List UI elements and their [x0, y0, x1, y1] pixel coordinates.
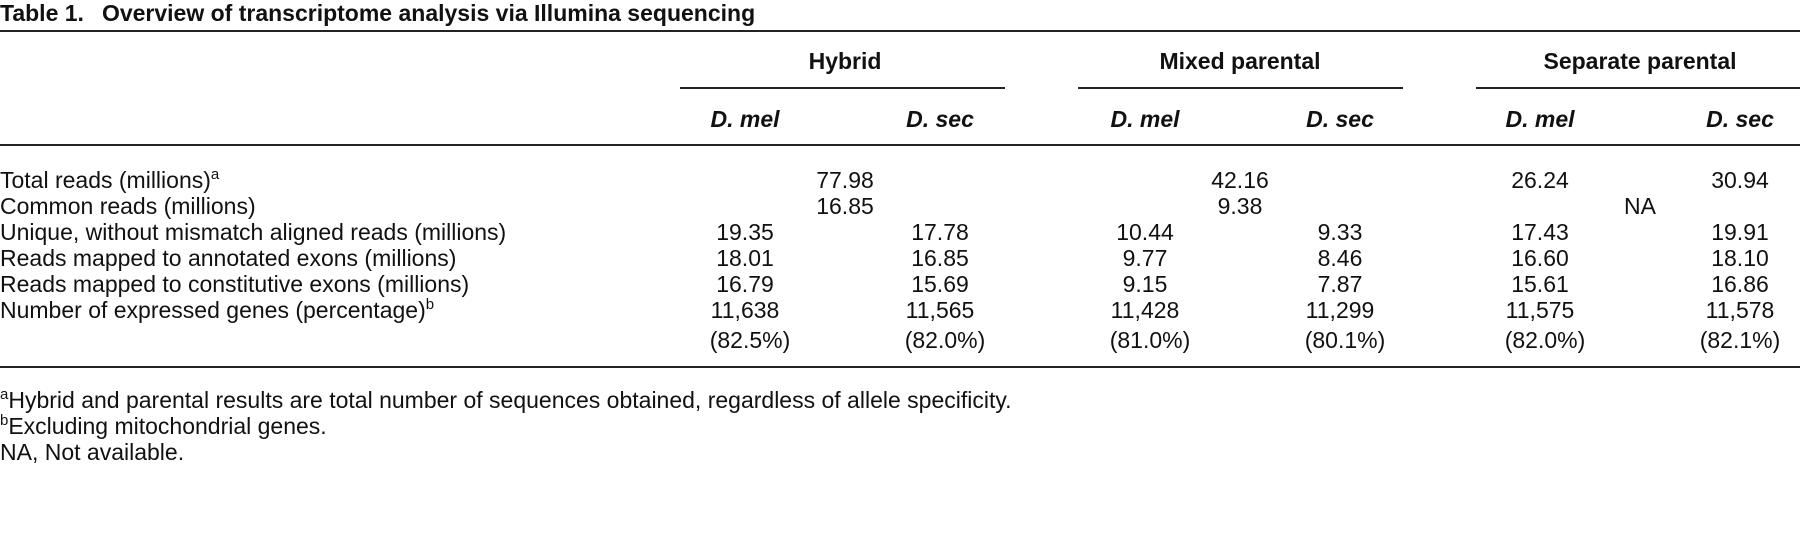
group-header-separate-parental: Separate parental	[1543, 48, 1737, 74]
table-cell: 10.44	[1116, 219, 1174, 245]
table-cell: (82.0%)	[1504, 327, 1586, 353]
row-label-constitutive-exons: Reads mapped to constitutive exons (mill…	[0, 271, 470, 297]
table-caption: Overview of transcriptome analysis via I…	[101, 0, 756, 26]
footnote-a: aHybrid and parental results are total n…	[0, 386, 1012, 413]
table-cell: 7.87	[1317, 271, 1363, 297]
bottom-rule	[0, 366, 1800, 368]
group-header-mixed-parental: Mixed parental	[1159, 48, 1321, 74]
table-cell: (80.1%)	[1304, 327, 1386, 353]
table-cell: 19.35	[716, 219, 774, 245]
table-cell: 9.15	[1122, 271, 1168, 297]
table-cell: 11,638	[710, 297, 780, 323]
table-cell: (82.1%)	[1699, 327, 1781, 353]
top-rule	[0, 30, 1800, 32]
table-cell: 77.98	[816, 167, 874, 193]
table-cell: 42.16	[1211, 167, 1269, 193]
row-label-common-reads: Common reads (millions)	[0, 193, 256, 219]
table-cell: 16.86	[1711, 271, 1769, 297]
row-label-total-reads: Total reads (millions)a	[0, 166, 220, 193]
table-cell: 19.91	[1711, 219, 1769, 245]
table-title: Table 1. Overview of transcriptome analys…	[0, 0, 755, 30]
table-cell: 16.60	[1511, 245, 1569, 271]
group-header-hybrid: Hybrid	[808, 48, 882, 74]
row-label-annotated-exons: Reads mapped to annotated exons (million…	[0, 245, 457, 271]
table-cell: 17.78	[911, 219, 969, 245]
species-header: D. sec	[906, 106, 974, 132]
group-underline-separate-parental	[1476, 87, 1800, 89]
table-cell: 16.79	[716, 271, 774, 297]
group-underline-hybrid	[680, 87, 1005, 89]
species-header: D. sec	[1706, 106, 1774, 132]
header-rule	[0, 144, 1800, 146]
table-cell: 26.24	[1511, 167, 1569, 193]
table-cell: 11,565	[905, 297, 975, 323]
footnote-na: NA, Not available.	[0, 439, 185, 465]
table-cell: 9.77	[1122, 245, 1168, 271]
species-header: D. sec	[1306, 106, 1374, 132]
table-label: Table 1.	[0, 0, 84, 26]
table-cell: 11,575	[1505, 297, 1575, 323]
table-cell: 16.85	[911, 245, 969, 271]
row-label-expressed-genes: Number of expressed genes (percentage)b	[0, 296, 435, 323]
table-cell: NA	[1624, 193, 1656, 219]
table-cell: (82.0%)	[904, 327, 986, 353]
table-cell: 11,299	[1305, 297, 1375, 323]
table-cell: 15.69	[911, 271, 969, 297]
footnote-b: bExcluding mitochondrial genes.	[0, 412, 327, 439]
row-label-unique-reads: Unique, without mismatch aligned reads (…	[0, 219, 507, 245]
species-header: D. mel	[1505, 106, 1575, 132]
table-cell: (81.0%)	[1109, 327, 1191, 353]
table-cell: 9.33	[1317, 219, 1363, 245]
species-header: D. mel	[1110, 106, 1180, 132]
table-cell: 9.38	[1217, 193, 1263, 219]
group-underline-mixed-parental	[1078, 87, 1403, 89]
table-cell: 11,578	[1705, 297, 1775, 323]
table-cell: 15.61	[1511, 271, 1569, 297]
table-cell: 18.01	[716, 245, 774, 271]
table-cell: (82.5%)	[709, 327, 791, 353]
table-cell: 30.94	[1711, 167, 1769, 193]
table-cell: 18.10	[1711, 245, 1769, 271]
table-cell: 17.43	[1511, 219, 1569, 245]
table-cell: 11,428	[1110, 297, 1180, 323]
species-header: D. mel	[710, 106, 780, 132]
table-cell: 8.46	[1317, 245, 1363, 271]
table-cell: 16.85	[816, 193, 874, 219]
